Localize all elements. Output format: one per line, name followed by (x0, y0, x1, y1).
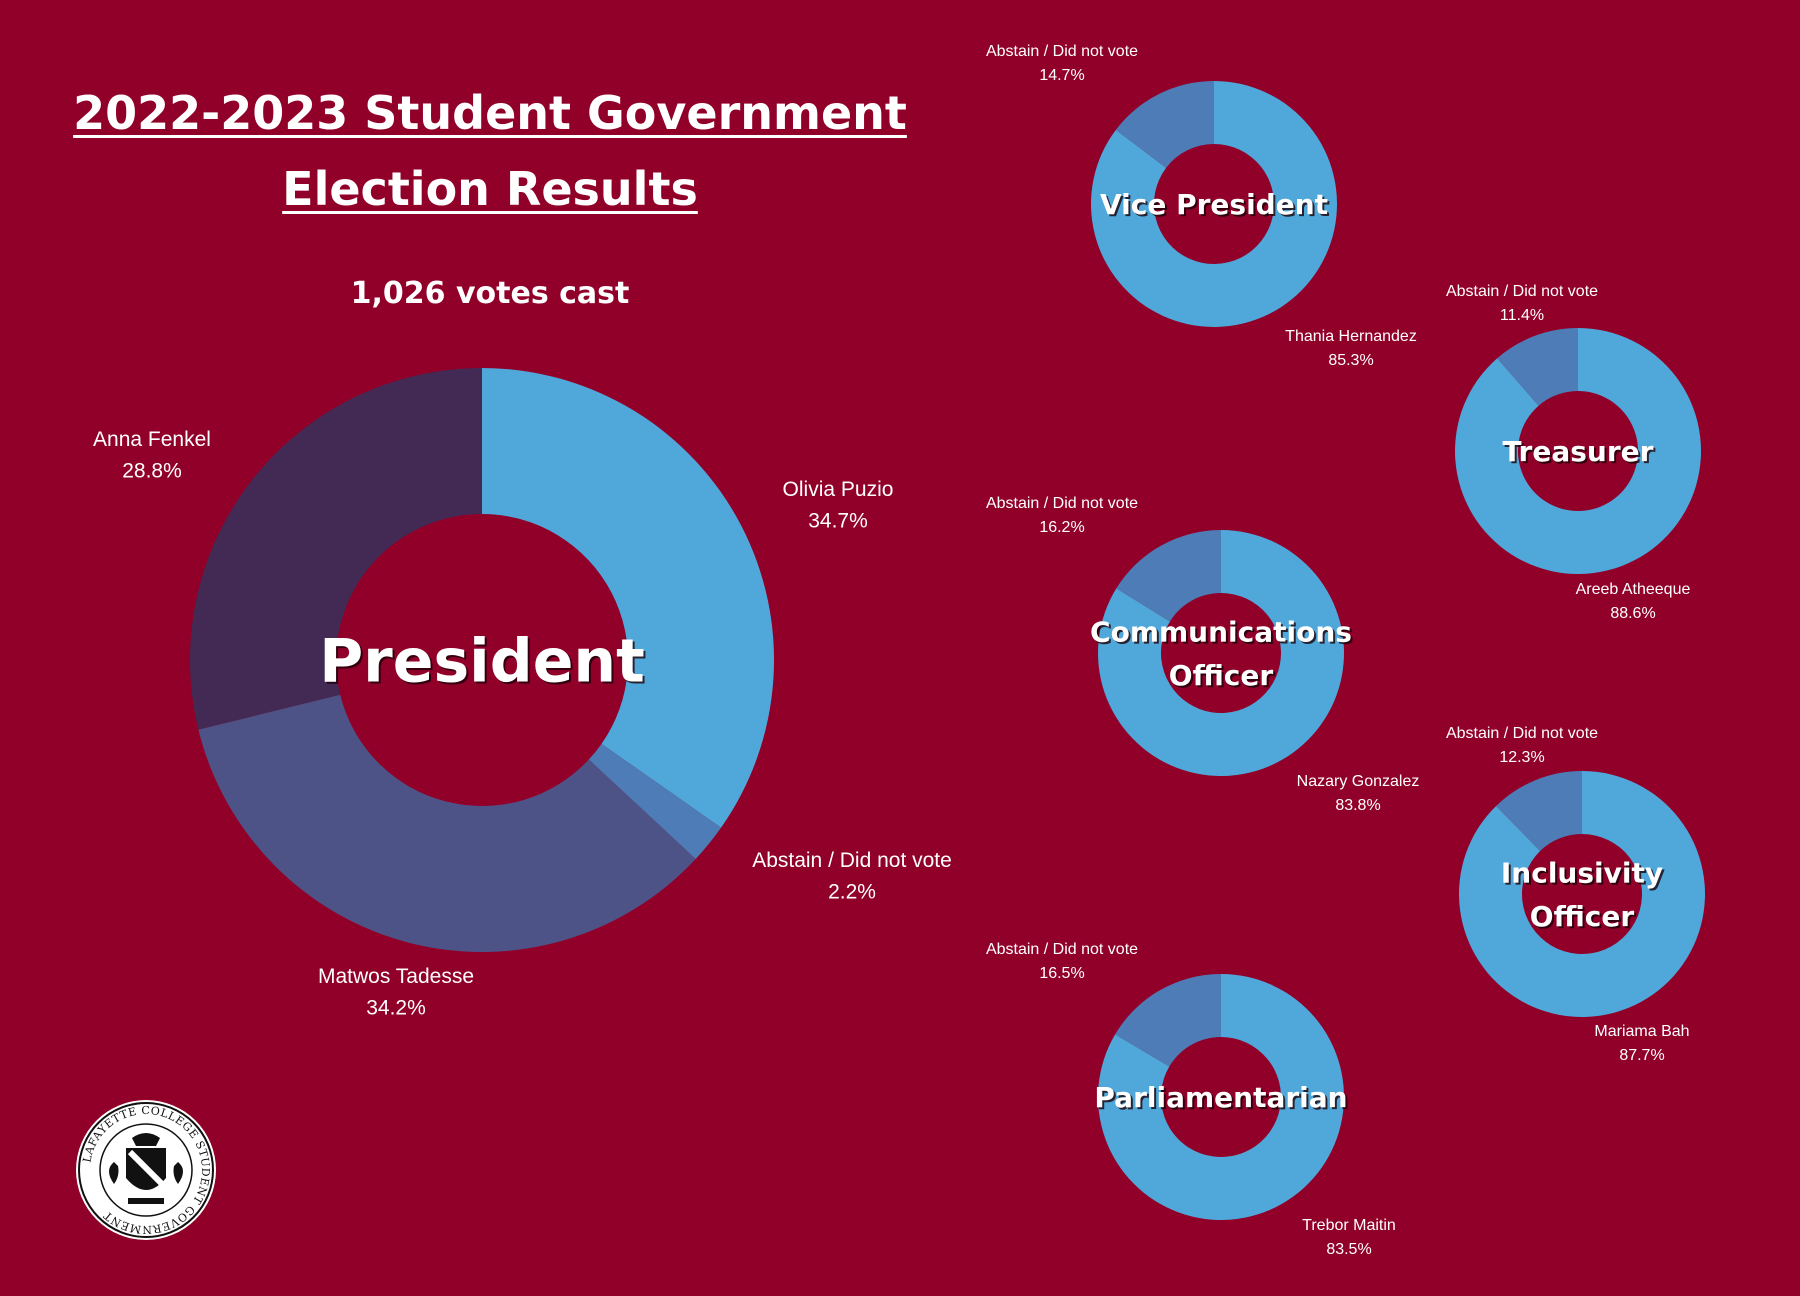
donut-vice-president: Thania Hernandez 85.3% Abstain / Did not v… (986, 43, 1417, 369)
slice-communications-officer-nazary-gonzalez (1097, 530, 1344, 776)
label-inclusivity-officer-mariama-bah: Mariama Bah (1594, 1023, 1689, 1040)
center-shadow-parliamentarian: Parliamentarian (1096, 1083, 1349, 1116)
value-inclusivity-officer-abstain-did-not-vote: 12.3% (1499, 749, 1544, 766)
value-inclusivity-officer-mariama-bah: 87.7% (1619, 1047, 1664, 1064)
college-seal-logo: LAFAYETTE COLLEGE STUDENT GOVERNMENT (76, 1100, 216, 1240)
label-president-matwos-tadesse: Matwos Tadesse (318, 965, 474, 988)
center-shadow-communications-officer: Communications (1092, 617, 1354, 650)
label-president-olivia-puzio: Olivia Puzio (783, 478, 894, 501)
center-shadow-treasurer: Treasurer (1505, 437, 1656, 470)
value-treasurer-areeb-atheeque: 88.6% (1610, 605, 1655, 622)
slice-treasurer-abstain-did-not-vote (1497, 328, 1578, 406)
slice-communications-officer-abstain-did-not-vote (1116, 530, 1221, 622)
label-president-abstain-did-not-vote: Abstain / Did not vote (752, 849, 952, 872)
donut-president: Olivia Puzio 34.7% Abstain / Did not vote 2… (93, 368, 952, 1020)
label-parliamentarian-trebor-maitin: Trebor Maitin (1302, 1217, 1396, 1234)
slice-parliamentarian-abstain-did-not-vote (1115, 974, 1221, 1067)
slice-inclusivity-officer-mariama-bah (1458, 771, 1705, 1017)
value-parliamentarian-abstain-did-not-vote: 16.5% (1039, 965, 1084, 982)
donut-parliamentarian: Trebor Maitin 83.5% Abstain / Did not vote… (986, 941, 1396, 1258)
center-label-communications-officer: Communications (1090, 615, 1352, 648)
label-vice-president-abstain-did-not-vote: Abstain / Did not vote (986, 43, 1138, 60)
donut-inclusivity-officer: Mariama Bah 87.7% Abstain / Did not vote 12… (1446, 725, 1705, 1064)
value-vice-president-abstain-did-not-vote: 14.7% (1039, 67, 1084, 84)
slice-parliamentarian-trebor-maitin (1098, 974, 1344, 1220)
value-president-anna-fenkel: 28.8% (122, 460, 182, 483)
donut-communications-officer: Nazary Gonzalez 83.8% Abstain / Did not vo… (986, 495, 1419, 814)
label-treasurer-abstain-did-not-vote: Abstain / Did not vote (1446, 283, 1598, 300)
center-label-parliamentarian: Parliamentarian (1094, 1081, 1347, 1114)
center-label-communications-officer: Officer (1169, 659, 1274, 692)
label-president-anna-fenkel: Anna Fenkel (93, 428, 211, 451)
slice-president-olivia-puzio (482, 368, 774, 828)
slice-president-anna-fenkel (190, 368, 482, 730)
value-parliamentarian-trebor-maitin: 83.5% (1326, 1241, 1371, 1258)
label-parliamentarian-abstain-did-not-vote: Abstain / Did not vote (986, 941, 1138, 958)
center-label-president: President (319, 627, 645, 697)
slice-inclusivity-officer-abstain-did-not-vote (1496, 771, 1582, 852)
center-shadow-communications-officer: Officer (1171, 661, 1276, 694)
center-label-inclusivity-officer: Inclusivity (1501, 856, 1663, 889)
donut-treasurer: Areeb Atheeque 88.6% Abstain / Did not vot… (1446, 283, 1702, 622)
label-vice-president-thania-hernandez: Thania Hernandez (1285, 328, 1417, 345)
value-vice-president-thania-hernandez: 85.3% (1328, 352, 1373, 369)
value-president-abstain-did-not-vote: 2.2% (828, 881, 876, 904)
page-title-line-1: 2022-2023 Student Government (73, 86, 907, 140)
center-shadow-vice-president: Vice President (1102, 190, 1330, 223)
center-shadow-inclusivity-officer: Inclusivity (1503, 858, 1665, 891)
label-treasurer-areeb-atheeque: Areeb Atheeque (1576, 581, 1691, 598)
label-communications-officer-nazary-gonzalez: Nazary Gonzalez (1297, 773, 1420, 790)
slice-vice-president-thania-hernandez (1091, 81, 1338, 327)
value-president-olivia-puzio: 34.7% (808, 510, 868, 533)
value-communications-officer-nazary-gonzalez: 83.8% (1335, 797, 1380, 814)
page-title-line-2: Election Results (282, 162, 698, 216)
center-shadow-inclusivity-officer: Officer (1532, 902, 1637, 935)
votes-cast: 1,026 votes cast (350, 276, 630, 311)
slice-treasurer-areeb-atheeque (1455, 328, 1702, 574)
slice-president-abstain-did-not-vote (588, 743, 722, 860)
center-label-inclusivity-officer: Officer (1530, 900, 1635, 933)
value-communications-officer-abstain-did-not-vote: 16.2% (1039, 519, 1084, 536)
value-treasurer-abstain-did-not-vote: 11.4% (1500, 307, 1544, 324)
value-president-matwos-tadesse: 34.2% (366, 997, 426, 1020)
slice-president-matwos-tadesse (198, 694, 696, 953)
center-label-vice-president: Vice President (1100, 188, 1328, 221)
label-inclusivity-officer-abstain-did-not-vote: Abstain / Did not vote (1446, 725, 1598, 742)
label-communications-officer-abstain-did-not-vote: Abstain / Did not vote (986, 495, 1138, 512)
slice-vice-president-abstain-did-not-vote (1115, 81, 1214, 168)
center-label-treasurer: Treasurer (1503, 435, 1654, 468)
center-shadow-president: President (321, 629, 647, 699)
